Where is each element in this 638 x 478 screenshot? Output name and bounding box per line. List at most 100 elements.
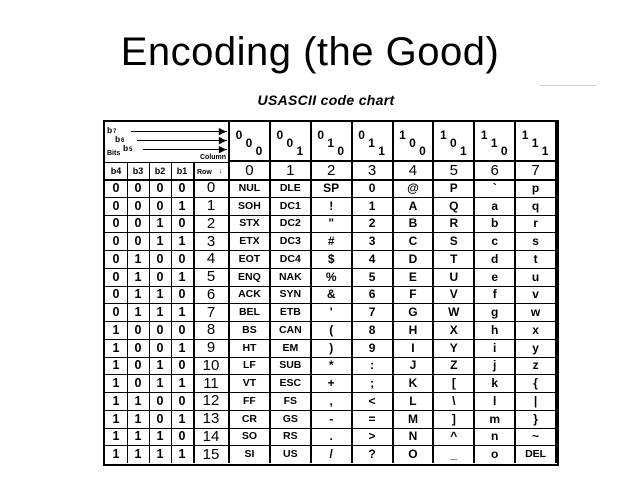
code-cell: # [327,234,335,249]
code-cell: BEL [238,306,260,319]
row-divider [105,232,556,234]
code-cell: " [328,216,335,231]
code-cell: ) [329,340,334,355]
column-bit-header: 0 [286,136,294,150]
row-bit-cell: 1 [134,411,142,426]
code-cell: DC3 [279,235,301,248]
row-number-cell: 7 [206,303,216,321]
corner-column-label: Column [200,154,227,161]
code-cell: 6 [368,287,376,302]
row-bit-cell: 0 [134,376,142,391]
corner-row-arrow-icon: ↓ [219,168,223,175]
code-cell: J [409,358,417,373]
row-bit-cell: 1 [178,234,186,249]
code-cell: D [408,251,418,266]
column-divider [350,122,353,463]
code-cell: O [408,447,418,462]
code-cell: $ [327,251,335,266]
column-number-header: 6 [490,162,499,179]
column-divider [514,122,517,463]
corner-bits-label: Bits [107,150,121,157]
row-bit-cell: 0 [178,429,186,444]
code-cell: b [491,216,499,231]
ascii-code-chart: b 7 ▶ b 6 ▶ b 5 ▶ Bits Column Row ↓ b4 b3 b2 b1 0 0 0 0 0 0 1 1 0… [103,120,559,466]
row-bit-cell: 1 [134,447,142,462]
row-number-cell: 1 [206,197,216,215]
code-cell: SOH [238,199,261,212]
code-cell: SP [323,180,340,195]
code-cell: ETB [279,306,301,319]
code-cell: i [493,340,497,355]
code-cell: 3 [368,234,376,249]
code-cell: l [493,393,497,408]
row-bit-cell: 0 [112,198,120,213]
row-bit-cell: 0 [112,234,120,249]
row-number-cell: 12 [202,392,220,410]
code-cell: BS [242,323,257,336]
row-divider [105,427,556,429]
column-bit-header: 1 [327,136,335,150]
row-bit-cell: 1 [134,269,142,284]
code-cell: RS [283,430,298,443]
row-bit-cell: 0 [112,216,120,231]
code-cell: DC4 [279,252,301,265]
column-bit-header: 1 [541,144,549,158]
code-cell: EOT [238,252,261,265]
code-cell: m [489,411,501,426]
column-bit-header: 1 [490,136,498,150]
code-cell: DC1 [279,199,301,212]
row-bit-cell: 0 [156,269,164,284]
row-bit-cell: 0 [112,305,120,320]
row-divider [105,321,556,322]
code-cell: % [325,269,337,284]
code-cell: STX [239,217,260,230]
row-bit-cell: 1 [156,447,164,462]
row-bit-cell: 0 [134,216,142,231]
code-cell: g [491,305,499,320]
code-cell: C [408,234,418,249]
code-cell: CR [241,412,258,425]
row-bit-cell: 1 [134,251,142,266]
corner-b6-label: b [115,134,121,144]
code-cell: P [449,180,458,195]
code-cell: 8 [368,322,376,337]
row-number-cell: 10 [202,356,220,374]
chart-title: USASCII code chart [257,92,395,108]
code-cell: . [329,429,333,444]
row-bit-cell: 1 [178,411,186,426]
code-cell: ACK [238,288,261,301]
column-bit-header: 0 [450,136,457,150]
row-bit-cell: 0 [134,234,142,249]
code-cell: US [283,448,298,461]
row-bit-cell: 1 [178,305,186,320]
code-cell: > [368,429,376,444]
bit-header-b4: b4 [110,165,122,176]
code-cell: ETX [239,235,260,248]
row-divider [105,409,556,411]
row-bit-cell: 1 [112,340,120,355]
code-cell: V [449,287,458,302]
slide-title: Encoding (the Good) [120,30,500,74]
row-number-cell: 2 [206,214,216,232]
row-bit-cell: 1 [178,376,186,391]
row-bit-cell: 0 [156,340,164,355]
code-cell: Z [450,358,458,373]
column-number-header: 3 [367,162,377,179]
row-bit-cell: 0 [112,251,120,266]
code-cell: ENQ [238,270,261,283]
row-bit-cell: 1 [112,411,120,426]
code-cell: u [531,269,540,284]
row-bit-cell: 1 [178,269,186,284]
column-divider [555,122,557,463]
code-cell: EM [282,341,299,354]
corner-b5-subscript: 5 [129,147,133,153]
row-divider [105,338,556,340]
arrow-head-icon: ▶ [219,144,226,154]
code-cell: j [493,358,497,373]
code-cell: & [326,287,336,302]
code-cell: DLE [279,181,301,194]
code-cell: ' [329,305,333,320]
code-cell: p [531,180,540,195]
column-bit-header: 0 [419,144,426,158]
code-cell: @ [407,180,419,195]
